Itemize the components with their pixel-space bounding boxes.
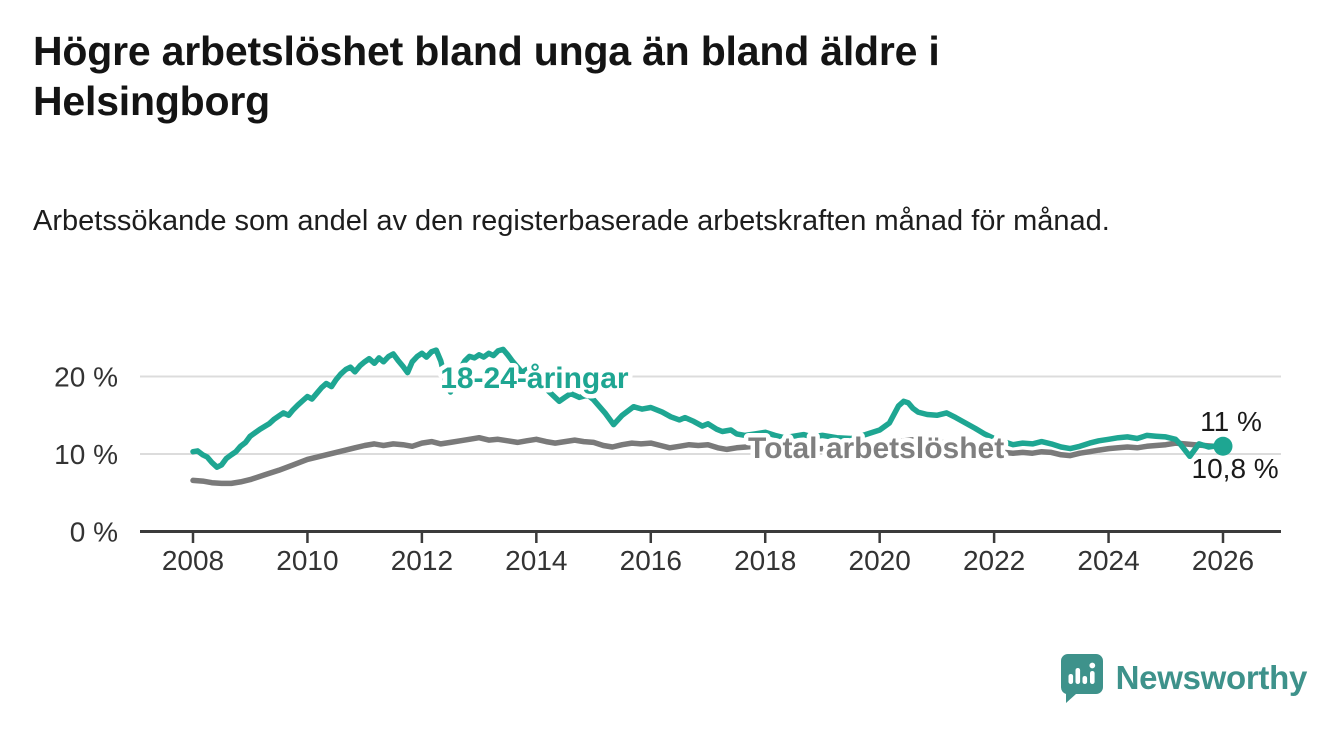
y-tick-label: 20 %	[54, 362, 118, 393]
speech-bubble-shape	[1060, 654, 1103, 703]
x-tick-label: 2012	[391, 545, 453, 576]
x-tick-label: 2008	[162, 545, 224, 576]
page-subtitle: Arbetssökande som andel av den registerb…	[33, 205, 1110, 237]
x-tick-label: 2022	[963, 545, 1025, 576]
series-label-18-24-åringar: 18-24-åringar	[440, 362, 629, 395]
x-tick-label: 2014	[505, 545, 567, 576]
series-end-dot	[1213, 436, 1233, 456]
x-tick-label: 2016	[620, 545, 682, 576]
x-tick-label: 2026	[1192, 545, 1254, 576]
x-tick-label: 2010	[276, 545, 338, 576]
x-tick-label: 2024	[1077, 545, 1139, 576]
x-tick-label: 2020	[849, 545, 911, 576]
series-line-18-24-åringar	[190, 346, 1226, 470]
annotation-value-label: 11 %	[1200, 406, 1262, 437]
y-tick-label: 10 %	[54, 439, 118, 470]
series-label-total-arbetslöshet: Total arbetslöshet	[748, 432, 1004, 465]
annotation-value-label: 10,8 %	[1192, 453, 1279, 484]
series-line-total-arbetslöshet	[190, 434, 1226, 487]
newsworthy-icon	[1060, 654, 1103, 703]
brand-logo: Newsworthy	[1059, 652, 1307, 704]
x-tick-label: 2018	[734, 545, 796, 576]
brand-wordmark: Newsworthy	[1115, 659, 1308, 696]
y-tick-label: 0 %	[70, 517, 118, 548]
page-title: Högre arbetslöshet bland unga än bland ä…	[33, 28, 940, 124]
